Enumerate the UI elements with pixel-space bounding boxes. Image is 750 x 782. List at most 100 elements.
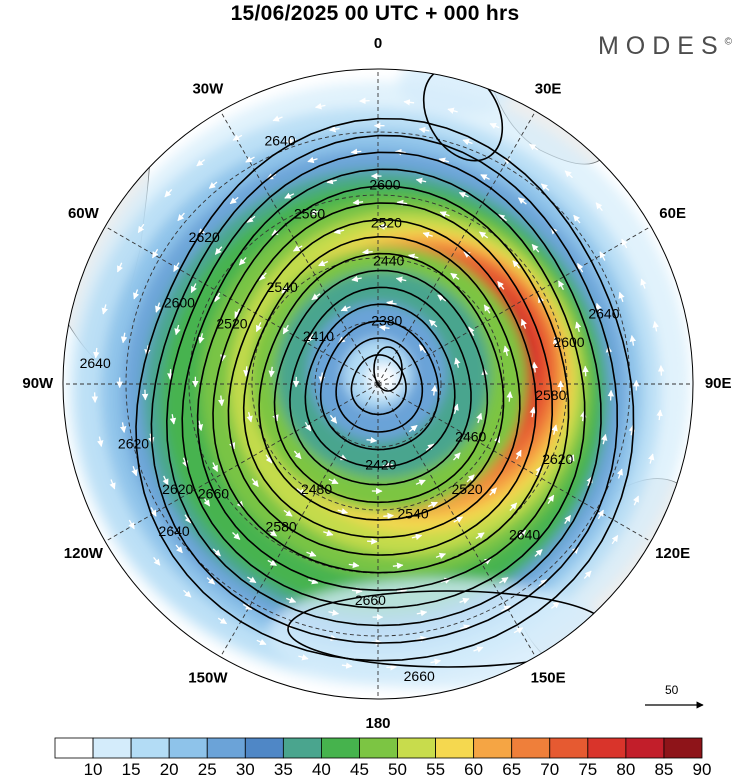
copyright-mark: © [724,36,732,48]
wind-vector-193 [285,137,297,144]
colorbar-label-45: 45 [350,760,369,779]
contour-label-21: 2600 [553,334,584,350]
wind-vector-133 [595,302,602,314]
longitude-label-150W: 150W [188,670,228,687]
colorbar-label-85: 85 [654,760,674,779]
wind-vector-3 [408,424,418,433]
wind-vector-8 [386,300,397,307]
page-title: 15/06/2025 00 UTC + 000 hrs [230,2,520,25]
wind-vector-160 [394,148,406,156]
wind-vector-75 [478,231,489,239]
colorbar-swatch-9 [397,737,436,759]
wind-vector-144 [328,609,340,616]
wind-vector-207 [633,495,639,506]
wind-vector-13 [382,462,394,469]
longitude-label-60E: 60E [659,205,686,222]
contour-label-14: 2660 [198,486,229,502]
wind-vector-32 [311,293,321,301]
wind-vector-87 [306,550,317,557]
longitude-label-90W: 90W [22,375,54,392]
contour-label-10: 2600 [164,294,195,310]
wind-vector-102 [531,244,540,253]
wind-vector-78 [552,336,560,348]
wind-vector-85 [392,562,404,569]
colorbar-swatch-12 [511,737,551,759]
atlantic-patch [398,69,518,114]
colorbar-swatch-6 [282,737,322,759]
wind-vector-136 [601,433,608,445]
colorbar-label-15: 15 [121,760,141,779]
colorbar-label-40: 40 [311,760,331,779]
wind-vector-132 [577,262,584,273]
wind-vector-21 [468,326,475,337]
reference-vector-label: 50 [665,683,679,697]
wind-vector-192 [245,156,255,163]
wind-vector-129 [480,174,490,181]
wind-vector-182 [175,544,183,554]
wind-vector-175 [459,624,471,631]
contour-label-22: 2640 [588,306,619,322]
contour-2420 [319,320,440,451]
wind-vector-209 [583,570,592,579]
longitude-label-120E: 120E [655,545,690,562]
longitude-label-150E: 150E [531,670,566,687]
wind-vector-83 [475,532,485,539]
colorbar-swatch-10 [435,737,475,759]
wind-vector-103 [558,280,565,291]
colorbar-swatch-7 [321,737,360,759]
longitude-label-90E: 90E [705,375,732,392]
wind-vector-48 [255,322,262,333]
contour-2520 [242,235,521,539]
contour-label-6: 2440 [373,252,404,268]
contour-label-15: 2580 [266,518,297,534]
wind-vector-206 [648,453,655,464]
wind-vector-147 [212,548,221,557]
wind-vector-148 [184,514,192,524]
wind-vector-228 [137,223,145,234]
wind-vector-161 [438,157,450,164]
wind-vector-200 [595,202,603,212]
wind-vector-128 [415,177,427,185]
wind-vector-124 [246,215,256,223]
contour-label-3: 2560 [294,205,325,221]
wind-vector-218 [217,617,228,625]
colorbar-swatch-0 [54,737,94,759]
colorbar-label-35: 35 [273,760,293,779]
wind-vector-221 [128,519,135,530]
wind-vector-60 [453,516,464,523]
wind-vector-2 [430,384,438,396]
wind-vector-100 [458,192,469,199]
wind-vector-197 [462,139,473,146]
wind-vector-44 [296,488,306,496]
wind-vector-237 [489,123,500,129]
wind-vector-199 [564,170,573,179]
colorbar-swatch-15 [625,737,665,759]
wind-vector-142 [416,609,428,617]
longitude-label-120W: 120W [64,545,104,562]
colorbar-swatch-2 [130,737,170,759]
wind-vector-145 [286,596,297,603]
contour-label-12: 2620 [118,436,149,452]
wind-vector-181 [206,577,216,585]
colorbar-label-80: 80 [616,760,636,779]
wind-vector-43 [337,508,349,515]
contour-label-16: 2480 [301,481,332,497]
wind-vector-72 [333,227,345,235]
contour-2560 [212,202,554,574]
colorbar-label-20: 20 [159,760,179,779]
contour-2580 [196,185,570,592]
wind-vector-167 [629,335,636,346]
contour-label-0: 2640 [264,132,295,148]
wind-vector-105 [582,365,589,377]
colorbar-swatch-3 [168,737,208,759]
contour-label-5: 2540 [267,279,298,295]
wind-vector-113 [351,587,363,594]
contour-2640 [150,134,619,644]
wind-vector-220 [153,556,161,566]
wind-vector-56 [531,361,538,373]
wind-vector-4 [366,436,378,444]
longitude-label-180: 180 [365,715,390,732]
contour-2440 [304,303,456,469]
wind-vector-149 [162,475,169,486]
wind-vector-163 [540,183,550,191]
